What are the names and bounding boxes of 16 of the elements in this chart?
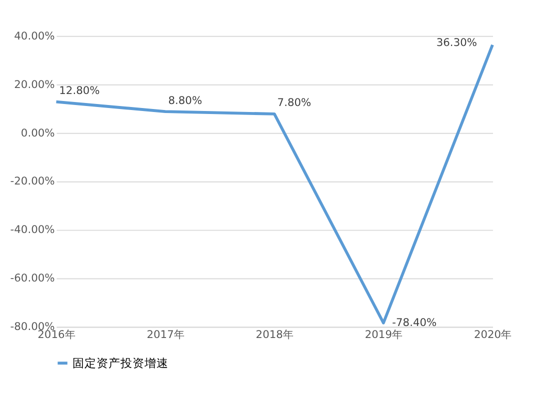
y-tick-label: -20.00% [10,174,55,188]
data-label: 7.80% [277,96,312,110]
y-tick-label: 40.00% [14,29,55,42]
y-tick-label: 0.00% [20,126,55,140]
y-tick-label: -40.00% [10,223,55,236]
data-label: 8.80% [168,94,202,107]
y-tick-label: -60.00% [10,272,55,285]
x-tick-label: 2020年 [474,328,512,341]
x-tick-label: 2017年 [146,328,185,341]
y-tick-label: 20.00% [14,78,55,91]
x-tick-label: 2019年 [364,328,403,341]
data-label: 36.30% [436,36,478,49]
data-label: 12.80% [59,84,100,98]
x-tick-label: 2018年 [256,328,294,341]
data-label: -78.40% [392,316,437,329]
legend-label: 固定资产投资增速 [72,356,169,370]
